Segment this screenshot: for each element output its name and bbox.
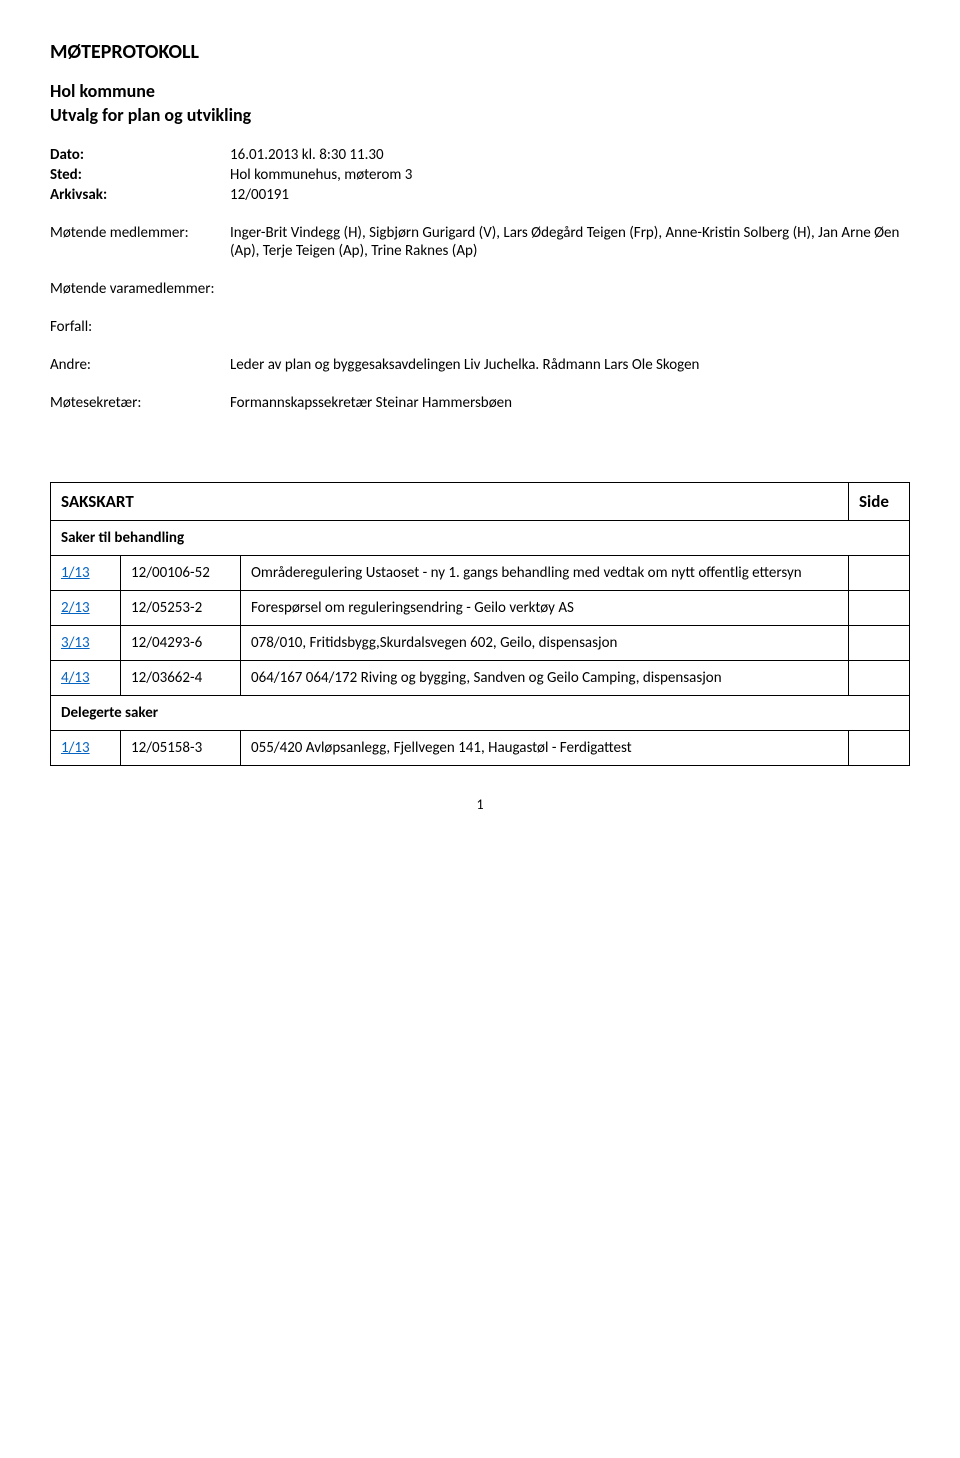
row-side	[849, 626, 909, 660]
row-desc: 064/167 064/172 Riving og bygging, Sandv…	[241, 661, 849, 695]
table-row: 4/13 12/03662-4 064/167 064/172 Riving o…	[50, 660, 910, 695]
meta-row-dato: Dato: 16.01.2013 kl. 8:30 11.30	[50, 146, 910, 164]
row-id-link[interactable]: 1/13	[51, 731, 121, 765]
meta-row-arkivsak: Arkivsak: 12/00191	[50, 186, 910, 204]
row-ref: 12/05253-2	[121, 591, 241, 625]
meta-table: Dato: 16.01.2013 kl. 8:30 11.30 Sted: Ho…	[50, 146, 910, 204]
arkivsak-value: 12/00191	[230, 186, 910, 204]
row-side	[849, 661, 909, 695]
section-medlemmer: Møtende medlemmer: Inger-Brit Vindegg (H…	[50, 224, 910, 260]
sted-label: Sted:	[50, 166, 230, 184]
andre-label: Andre:	[50, 356, 230, 374]
row-ref: 12/03662-4	[121, 661, 241, 695]
table-row: 1/13 12/00106-52 Områderegulering Ustaos…	[50, 555, 910, 590]
row-desc: 055/420 Avløpsanlegg, Fjellvegen 141, Ha…	[241, 731, 849, 765]
sakskart-header-side: Side	[849, 483, 909, 520]
row-side	[849, 591, 909, 625]
row-desc: 078/010, Fritidsbygg,Skurdalsvegen 602, …	[241, 626, 849, 660]
section-sekretar: Møtesekretær: Formannskapssekretær Stein…	[50, 394, 910, 412]
row-ref: 12/05158-3	[121, 731, 241, 765]
vara-label: Møtende varamedlemmer:	[50, 280, 230, 298]
row-id-link[interactable]: 2/13	[51, 591, 121, 625]
row-ref: 12/04293-6	[121, 626, 241, 660]
row-id-link[interactable]: 4/13	[51, 661, 121, 695]
sakskart-sub1: Saker til behandling	[51, 521, 909, 555]
sekretar-value: Formannskapssekretær Steinar Hammersbøen	[230, 394, 910, 412]
page-number: 1	[50, 796, 910, 813]
org-name: Hol kommune	[50, 80, 910, 102]
sakskart-header-row: SAKSKART Side	[50, 482, 910, 520]
section-vara: Møtende varamedlemmer:	[50, 280, 910, 298]
sakskart-sub2: Delegerte saker	[51, 696, 909, 730]
sekretar-label: Møtesekretær:	[50, 394, 230, 412]
committee-name: Utvalg for plan og utvikling	[50, 104, 910, 126]
table-row: 1/13 12/05158-3 055/420 Avløpsanlegg, Fj…	[50, 730, 910, 766]
row-id-link[interactable]: 3/13	[51, 626, 121, 660]
dato-value: 16.01.2013 kl. 8:30 11.30	[230, 146, 910, 164]
section-forfall: Forfall:	[50, 318, 910, 336]
medlemmer-label: Møtende medlemmer:	[50, 224, 230, 242]
medlemmer-value: Inger-Brit Vindegg (H), Sigbjørn Gurigar…	[230, 224, 910, 260]
andre-value: Leder av plan og byggesaksavdelingen Liv…	[230, 356, 910, 374]
sakskart-table: SAKSKART Side Saker til behandling 1/13 …	[50, 482, 910, 766]
sakskart-subheader1-row: Saker til behandling	[50, 520, 910, 555]
row-ref: 12/00106-52	[121, 556, 241, 590]
row-side	[849, 731, 909, 765]
arkivsak-label: Arkivsak:	[50, 186, 230, 204]
row-desc: Områderegulering Ustaoset - ny 1. gangs …	[241, 556, 849, 590]
row-desc: Forespørsel om reguleringsendring - Geil…	[241, 591, 849, 625]
sakskart-header-title: SAKSKART	[51, 483, 849, 520]
dato-label: Dato:	[50, 146, 230, 164]
sted-value: Hol kommunehus, møterom 3	[230, 166, 910, 184]
document-title: MØTEPROTOKOLL	[50, 40, 910, 64]
sakskart-subheader2-row: Delegerte saker	[50, 695, 910, 730]
section-andre: Andre: Leder av plan og byggesaksavdelin…	[50, 356, 910, 374]
forfall-label: Forfall:	[50, 318, 230, 336]
meta-row-sted: Sted: Hol kommunehus, møterom 3	[50, 166, 910, 184]
table-row: 3/13 12/04293-6 078/010, Fritidsbygg,Sku…	[50, 625, 910, 660]
row-id-link[interactable]: 1/13	[51, 556, 121, 590]
row-side	[849, 556, 909, 590]
table-row: 2/13 12/05253-2 Forespørsel om regulerin…	[50, 590, 910, 625]
